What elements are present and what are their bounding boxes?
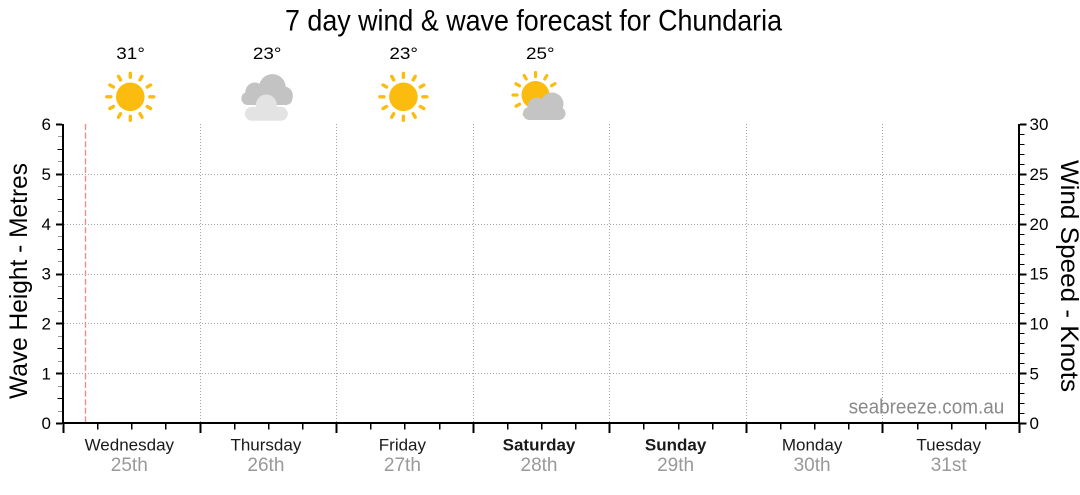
svg-text:25: 25 — [1030, 165, 1049, 184]
svg-text:25°: 25° — [526, 44, 555, 63]
svg-text:25th: 25th — [111, 455, 148, 476]
svg-text:20: 20 — [1030, 215, 1049, 234]
svg-text:Wednesday: Wednesday — [85, 436, 175, 455]
svg-text:Thursday: Thursday — [230, 436, 301, 455]
svg-text:3: 3 — [42, 265, 51, 284]
svg-text:Sunday: Sunday — [645, 436, 707, 455]
svg-text:30: 30 — [1030, 115, 1049, 134]
svg-text:0: 0 — [42, 414, 51, 433]
svg-text:15: 15 — [1030, 265, 1049, 284]
svg-text:Monday: Monday — [782, 436, 843, 455]
svg-text:23°: 23° — [253, 44, 282, 63]
svg-text:31st: 31st — [931, 455, 968, 476]
svg-text:1: 1 — [42, 364, 51, 383]
svg-text:Tuesday: Tuesday — [916, 436, 981, 455]
svg-text:5: 5 — [42, 165, 51, 184]
svg-text:10: 10 — [1030, 315, 1049, 334]
svg-text:Saturday: Saturday — [503, 436, 576, 455]
svg-text:5: 5 — [1030, 364, 1039, 383]
svg-text:26th: 26th — [247, 455, 284, 476]
svg-text:2: 2 — [42, 315, 51, 334]
svg-text:6: 6 — [42, 115, 51, 134]
svg-text:7 day wind & wave forecast for: 7 day wind & wave forecast for Chundaria — [285, 5, 782, 38]
svg-text:23°: 23° — [389, 44, 418, 63]
svg-text:Friday: Friday — [379, 436, 427, 455]
svg-text:27th: 27th — [384, 455, 421, 476]
svg-text:28th: 28th — [521, 455, 558, 476]
svg-text:30th: 30th — [794, 455, 831, 476]
svg-text:31°: 31° — [116, 44, 145, 63]
svg-text:29th: 29th — [657, 455, 694, 476]
svg-text:0: 0 — [1030, 414, 1039, 433]
svg-text:Wave Height - Metres: Wave Height - Metres — [5, 163, 33, 399]
svg-text:4: 4 — [42, 215, 51, 234]
svg-text:seabreeze.com.au: seabreeze.com.au — [849, 397, 1005, 419]
svg-text:Wind Speed - Knots: Wind Speed - Knots — [1055, 160, 1080, 392]
